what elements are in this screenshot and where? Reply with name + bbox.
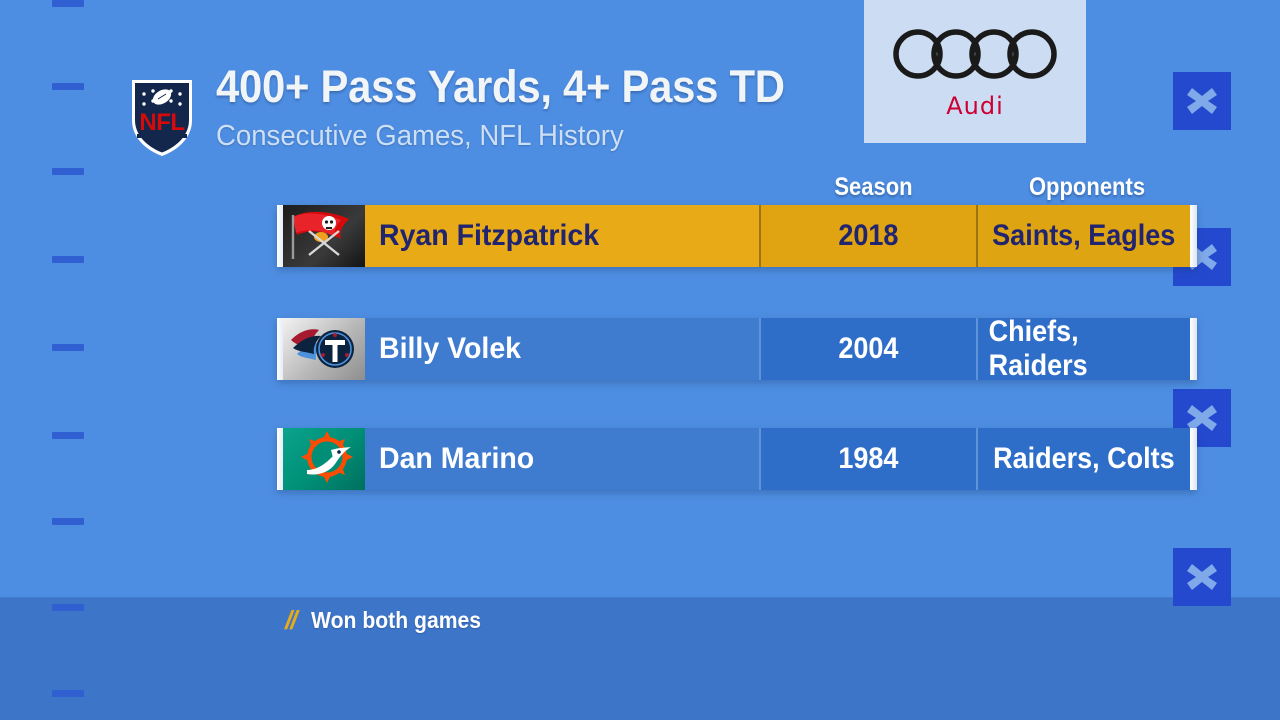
footnote: // Won both games	[285, 605, 496, 636]
row-left-cap	[277, 205, 283, 267]
season-value: 2018	[838, 219, 899, 252]
season-cell: 2018	[759, 205, 976, 267]
column-header-opponents: Opponents	[1028, 173, 1146, 201]
dolphins-logo-icon	[283, 428, 365, 490]
opponents-value: Raiders, Colts	[993, 442, 1175, 475]
season-value: 1984	[838, 442, 899, 475]
season-cell: 1984	[759, 428, 976, 490]
left-dash-decoration	[0, 0, 110, 720]
table-row[interactable]: Billy Volek 2004 Chiefs, Raiders	[277, 315, 1197, 382]
dash-mark	[52, 690, 84, 697]
row-right-cap	[1190, 428, 1197, 490]
graphic-header: NFL 400+ Pass Yards, 4+ Pass TD Consecut…	[128, 64, 888, 173]
sponsor-wordmark: Audi	[946, 92, 1004, 120]
dash-mark	[52, 432, 84, 439]
row-left-cap	[277, 428, 283, 490]
footnote-text: Won both games	[311, 607, 482, 633]
opponents-cell: Saints, Eagles	[976, 205, 1190, 267]
dash-mark	[52, 0, 84, 7]
page-subtitle: Consecutive Games, NFL History	[216, 120, 624, 152]
dash-mark	[52, 518, 84, 525]
x-icon	[1187, 564, 1217, 590]
player-name-cell: Billy Volek	[365, 318, 759, 380]
season-cell: 2004	[759, 318, 976, 380]
sponsor-panel: Audi	[864, 0, 1086, 143]
page-title: 400+ Pass Yards, 4+ Pass TD	[216, 61, 785, 112]
nfl-shield-icon: NFL	[128, 76, 196, 158]
player-name: Ryan Fitzpatrick	[379, 219, 600, 252]
dash-mark	[52, 83, 84, 90]
opponents-value: Chiefs, Raiders	[988, 315, 1088, 382]
player-name: Dan Marino	[379, 442, 535, 475]
row-left-cap	[277, 318, 283, 380]
dash-mark	[52, 168, 84, 175]
footnote-marker: //	[285, 605, 298, 635]
titans-logo-icon	[283, 318, 365, 380]
table-row[interactable]: Dan Marino 1984 Raiders, Colts	[277, 428, 1197, 490]
season-value: 2004	[838, 332, 899, 365]
dash-mark	[52, 344, 84, 351]
column-header-season: Season	[834, 173, 913, 201]
table-row[interactable]: Ryan Fitzpatrick 2018 Saints, Eagles	[277, 205, 1197, 267]
player-name: Billy Volek	[379, 332, 522, 365]
opponents-cell: Chiefs, Raiders	[976, 315, 1190, 382]
row-right-cap	[1190, 318, 1197, 380]
audi-rings-icon	[892, 29, 1058, 84]
player-name-cell: Ryan Fitzpatrick	[365, 205, 759, 267]
opponents-value: Saints, Eagles	[992, 219, 1176, 252]
title-block: 400+ Pass Yards, 4+ Pass TD Consecutive …	[216, 64, 828, 151]
x-icon	[1187, 88, 1217, 114]
x-decoration-tile	[1173, 72, 1231, 130]
dash-mark	[52, 256, 84, 263]
x-decoration-tile	[1173, 548, 1231, 606]
row-right-cap	[1190, 205, 1197, 267]
dash-mark	[52, 604, 84, 611]
opponents-cell: Raiders, Colts	[976, 428, 1190, 490]
x-icon	[1187, 405, 1217, 431]
player-name-cell: Dan Marino	[365, 428, 759, 490]
svg-text:NFL: NFL	[139, 109, 184, 136]
buccaneers-logo-icon	[283, 205, 365, 267]
